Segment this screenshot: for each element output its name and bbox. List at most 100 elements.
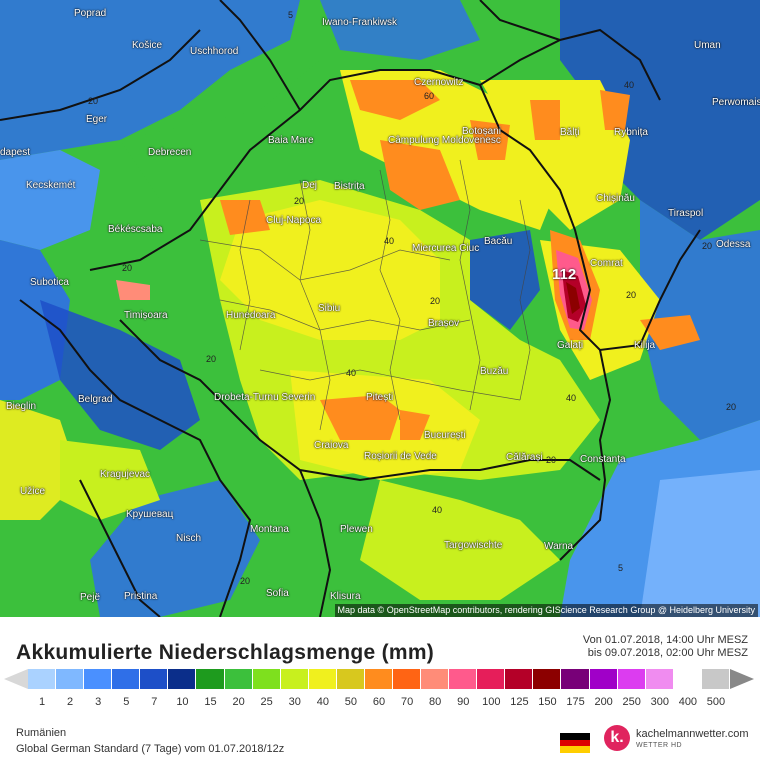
city-name: Cluj-Napoca: [266, 215, 322, 226]
color-scale-labels: 1 2 3 5 7 10 15 20 25 30 40 50 60 70 80 90 100 125 150 175 2…: [28, 696, 730, 710]
model-run: Global German Standard (7 Tage) vom 01.0…: [16, 743, 285, 755]
city-label: Kpyшевац: [126, 509, 173, 520]
forecast-period: Von 01.07.2018, 14:00 Uhr MESZ bis 09.07…: [583, 634, 748, 660]
color-scale: [28, 669, 730, 689]
city-label: Targowischte: [444, 540, 502, 551]
model-info: Rumänien Global German Standard (7 Tage)…: [16, 725, 284, 757]
city-label: Perwomaisk: [712, 97, 760, 108]
contour-value: 20: [206, 354, 217, 364]
contour-value: 5: [288, 10, 294, 20]
scale-tick-label: 175: [566, 696, 585, 708]
map-attribution[interactable]: Map data © OpenStreetMap contributors, r…: [334, 604, 758, 617]
city-name: Užice: [20, 486, 46, 497]
city-label: Debrecen: [148, 147, 191, 158]
city-name: Békéscsaba: [108, 224, 163, 235]
city-name: Debrecen: [148, 147, 192, 158]
precipitation-map: Poprad Košice Uschhorod Iwano-Frankiwsk Uman…: [0, 0, 760, 617]
city-name: Bacău: [484, 236, 513, 247]
contour-value: 40: [624, 80, 635, 90]
scale-tick-label: 100: [482, 696, 501, 708]
contour-value: 5: [618, 563, 624, 573]
city-name: Chișinău: [596, 193, 635, 204]
color-scale-swatch: [112, 669, 141, 689]
city-name: Tiraspol: [668, 208, 704, 219]
city-name: Targowischte: [444, 540, 503, 551]
city-label: Pejë: [80, 592, 100, 603]
color-scale-swatch: [28, 669, 57, 689]
period-to: bis 09.07.2018, 02:00 Uhr MESZ: [587, 647, 748, 659]
city-label: Sofia: [266, 588, 289, 599]
color-scale-swatch: [561, 669, 590, 689]
city-name: Bieglin: [6, 401, 37, 412]
kachelmann-logo-icon[interactable]: k.: [604, 725, 630, 751]
city-name: Roșiorii de Vede: [364, 451, 437, 462]
brand-subtitle: WETTER HD: [636, 742, 683, 749]
city-label: Bălți: [560, 127, 579, 138]
color-scale-swatch: [505, 669, 534, 689]
city-label: Drobeta-Turnu Severin: [214, 392, 315, 403]
color-scale-swatch: [477, 669, 506, 689]
city-name: Hunedoara: [226, 310, 276, 321]
city-label: Călărași: [506, 452, 543, 463]
scale-tick-label: 90: [457, 696, 470, 708]
city-label: Košice: [132, 40, 162, 51]
city-label: Odessa: [716, 239, 750, 250]
contour-value: 20: [88, 96, 99, 106]
precipitation-field: [0, 0, 760, 617]
color-scale-swatch: [84, 669, 113, 689]
city-label: Békéscsaba: [108, 224, 162, 235]
period-from: Von 01.07.2018, 14:00 Uhr MESZ: [582, 634, 748, 646]
city-label: Belgrad: [78, 394, 112, 405]
city-label: Tiraspol: [668, 208, 703, 219]
city-name: Pejë: [80, 592, 101, 603]
city-name: Timișoara: [124, 310, 168, 321]
color-scale-swatch: [280, 669, 309, 689]
city-name: Galați: [557, 340, 584, 351]
city-label: Câmpulung Moldovenesc: [388, 135, 501, 146]
color-scale-swatch: [617, 669, 646, 689]
contour-value: 20: [702, 241, 713, 251]
brand-name[interactable]: kachelmannwetter.com WETTER HD: [636, 729, 749, 751]
city-label: Montana: [250, 524, 289, 535]
city-label: Uman: [694, 40, 721, 51]
color-scale-swatch: [393, 669, 422, 689]
brand-url[interactable]: kachelmannwetter.com: [636, 728, 749, 740]
city-name: Brașov: [428, 318, 460, 329]
scale-tick-label: 250: [622, 696, 641, 708]
city-label: Subotica: [30, 277, 69, 288]
color-scale-swatch: [364, 669, 394, 689]
color-scale-swatch: [701, 669, 730, 689]
color-scale-swatch: [252, 669, 281, 689]
city-label: Pristina: [124, 591, 157, 602]
scale-tick-label: 2: [67, 696, 74, 708]
scale-tick-label: 300: [650, 696, 669, 708]
city-label: Comrat: [590, 258, 623, 269]
city-name: Pitești: [366, 392, 394, 403]
scale-tick-label: 40: [316, 696, 329, 708]
scale-min-arrow: [4, 669, 28, 689]
contour-value: 40: [432, 505, 443, 515]
color-scale-swatch: [308, 669, 337, 689]
city-name: Sibiu: [318, 303, 341, 314]
city-name: dapest: [0, 147, 31, 158]
city-name: Uman: [694, 40, 721, 51]
city-name: Montana: [250, 524, 289, 535]
scale-tick-label: 500: [706, 696, 726, 708]
scale-tick-label: 7: [151, 696, 158, 708]
city-name: Buzău: [480, 366, 509, 377]
contour-value: 20: [122, 263, 133, 273]
contour-value: 20: [626, 290, 637, 300]
city-label: Baia Mare: [268, 135, 314, 146]
city-name: Pristina: [124, 591, 158, 602]
city-name: Kragujevac: [100, 469, 151, 480]
contour-value: 20: [240, 576, 251, 586]
legend-panel: Akkumulierte Niederschlagsmenge (mm) Von…: [0, 617, 760, 760]
scale-tick-label: 15: [204, 696, 217, 708]
color-scale-swatch: [168, 669, 197, 689]
city-name: Drobeta-Turnu Severin: [214, 392, 316, 403]
city-name: Poprad: [74, 8, 107, 19]
city-name: Belgrad: [78, 394, 113, 405]
color-scale-swatch: [336, 669, 365, 689]
city-name: Botoșani: [462, 126, 501, 137]
city-label: Dej: [302, 180, 317, 191]
